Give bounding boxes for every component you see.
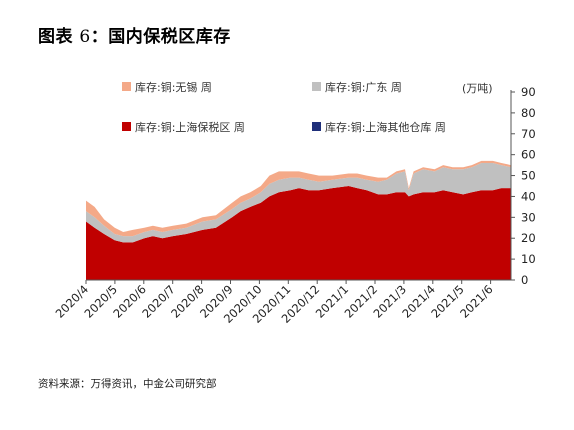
source-note: 资料来源：万得资讯，中金公司研究部 (38, 378, 217, 390)
series-area-1 (86, 163, 511, 243)
y-tick-label: 90 (521, 85, 536, 99)
legend-label-0: 库存:铜:无锡 周 (135, 80, 212, 94)
title-prefix: 图表 (38, 27, 73, 47)
figure-title: 图表 6：国内保税区库存 (38, 22, 231, 47)
legend-swatch-3 (312, 122, 321, 131)
legend-swatch-2 (122, 122, 131, 131)
y-tick-label: 20 (521, 231, 536, 245)
y-tick-label: 30 (521, 210, 536, 224)
y-tick-label: 0 (521, 273, 528, 287)
legend-label-3: 库存:铜:上海其他仓库 周 (325, 120, 446, 134)
y-tick-label: 40 (521, 189, 536, 203)
series-area-0 (86, 186, 511, 280)
x-tick-label: 2021/6 (457, 282, 496, 321)
legend-label-1: 库存:铜:广东 周 (325, 80, 402, 94)
y-tick-label: 70 (521, 127, 536, 141)
title-text: ：国内保税区库存 (90, 27, 231, 47)
y-tick-label: 10 (521, 252, 536, 266)
legend-label-2: 库存:铜:上海保税区 周 (135, 120, 245, 134)
series-area-2 (86, 160, 511, 237)
y-tick-label: 60 (521, 148, 536, 162)
unit-label: (万吨) (462, 82, 493, 95)
legend-swatch-1 (312, 82, 321, 91)
y-tick-label: 50 (521, 169, 536, 183)
legend-swatch-0 (122, 82, 131, 91)
y-tick-label: 80 (521, 106, 536, 120)
title-number: 6 (79, 27, 91, 47)
